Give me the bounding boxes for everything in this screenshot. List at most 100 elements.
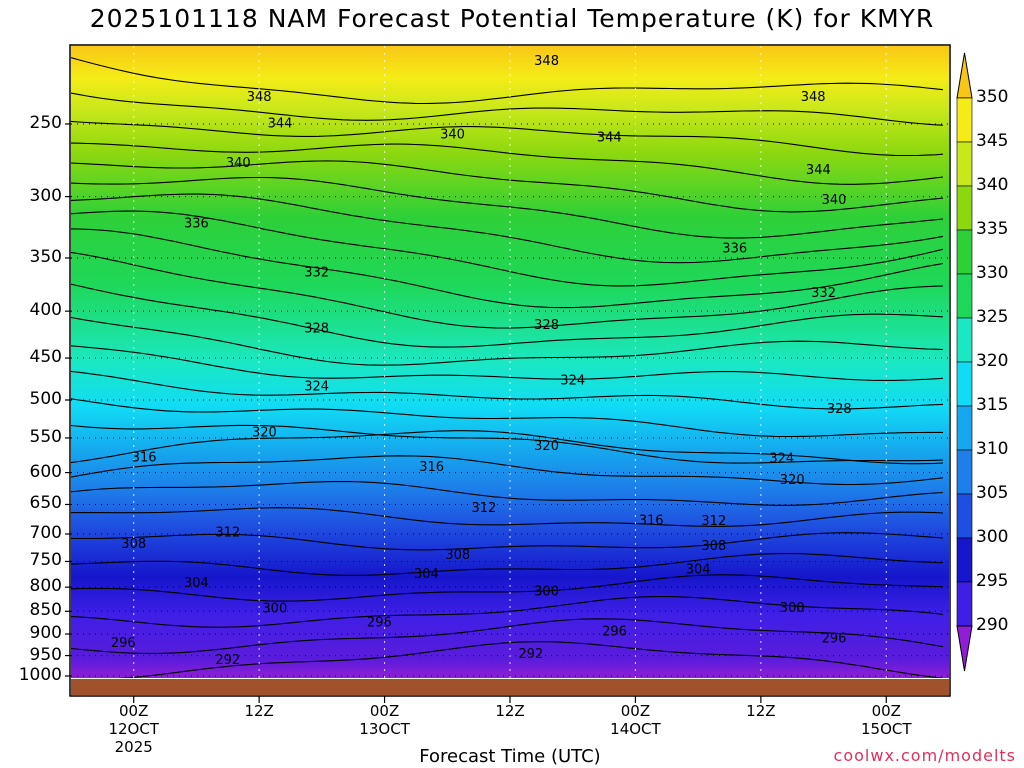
colorbar-segment xyxy=(956,405,973,451)
isentrope-line xyxy=(71,574,944,602)
contour-label: 332 xyxy=(811,286,836,301)
isentrope-line xyxy=(71,398,943,438)
colorbar xyxy=(956,52,973,672)
y-tick-label: 950 xyxy=(29,644,62,665)
contour-label: 332 xyxy=(304,265,329,280)
contour-label: 292 xyxy=(518,647,543,662)
x-tick-label: 00Z xyxy=(119,702,149,720)
contour-label: 300 xyxy=(534,585,559,600)
contour-label: 304 xyxy=(184,576,209,591)
contour-label: 328 xyxy=(304,322,329,337)
isentrope-line xyxy=(71,193,944,264)
x-tick-label: 14OCT xyxy=(610,720,661,738)
colorbar-label: 290 xyxy=(976,615,1009,635)
colorbar-label: 345 xyxy=(976,131,1009,151)
contour-label: 308 xyxy=(701,539,726,554)
contour-label: 304 xyxy=(414,567,439,582)
isentrope-line xyxy=(71,532,944,551)
contour-label: 344 xyxy=(597,131,622,146)
isentrope-lines xyxy=(71,57,944,678)
y-tick-label: 1000 xyxy=(18,665,62,685)
y-tick-label: 600 xyxy=(29,461,62,482)
colorbar-segment xyxy=(956,185,973,231)
contour-label: 348 xyxy=(247,90,272,105)
y-tick-label: 750 xyxy=(29,550,62,571)
x-tick-label: 12Z xyxy=(746,702,776,720)
colorbar-label: 350 xyxy=(976,87,1009,107)
x-tick-label: 00Z xyxy=(620,702,651,720)
contour-label: 312 xyxy=(215,526,240,541)
isentrope-line xyxy=(71,618,944,654)
colorbar-segment xyxy=(956,361,973,407)
contour-label: 292 xyxy=(215,653,240,668)
contour-label: 300 xyxy=(262,602,287,617)
isentrope-line xyxy=(71,430,944,465)
contour-label: 312 xyxy=(471,501,496,516)
isentrope-line xyxy=(71,316,944,366)
y-tick-label: 700 xyxy=(29,522,62,543)
colorbar-min-arrow xyxy=(956,625,973,672)
contour-label: 324 xyxy=(560,374,585,389)
x-tick-label: 13OCT xyxy=(359,720,410,738)
isentrope-line xyxy=(71,120,944,157)
contour-label: 344 xyxy=(806,163,831,178)
contour-label: 296 xyxy=(822,632,847,647)
colorbar-label: 295 xyxy=(976,571,1009,591)
isentrope-line xyxy=(71,57,944,105)
contour-labels: 348 348 348 344 344 344 340 340 340 336 336 332 332 3… xyxy=(111,54,852,668)
y-tick-label: 350 xyxy=(29,246,62,267)
colorbar-segment xyxy=(956,273,973,319)
y-tick-label: 500 xyxy=(29,389,62,409)
contour-label: 344 xyxy=(268,116,293,131)
y-tick-label: 800 xyxy=(29,576,62,597)
isentrope-line xyxy=(71,345,944,381)
isentrope-line xyxy=(71,283,944,348)
colorbar-label: 335 xyxy=(976,219,1009,239)
colorbar-label: 340 xyxy=(976,175,1009,195)
y-tick-label: 900 xyxy=(29,623,62,644)
colorbar-label: 300 xyxy=(976,527,1009,547)
colorbar-segment xyxy=(956,449,973,495)
colorbar-segment xyxy=(956,493,973,539)
isentrope-line xyxy=(71,507,944,527)
isentrope-line xyxy=(71,228,944,309)
x-tick-label: 12OCT xyxy=(108,720,159,738)
y-tick-label: 250 xyxy=(29,113,62,133)
contour-label: 348 xyxy=(801,90,826,105)
contour-label: 300 xyxy=(780,601,805,616)
colorbar-label: 330 xyxy=(976,263,1009,283)
x-tick-label: 12Z xyxy=(495,702,525,720)
contour-label: 340 xyxy=(440,127,465,142)
isentrope-line xyxy=(71,92,944,126)
contour-label: 308 xyxy=(445,548,470,563)
contour-label: 312 xyxy=(701,514,726,529)
contour-label: 320 xyxy=(534,439,559,454)
isentrope-line xyxy=(71,455,944,486)
contour-label: 340 xyxy=(226,156,251,171)
isentrope-line xyxy=(71,251,944,329)
colorbar-label: 320 xyxy=(976,351,1009,371)
colorbar-label: 325 xyxy=(976,307,1009,327)
isentrope-line xyxy=(71,595,944,628)
colorbar-label: 310 xyxy=(976,439,1009,459)
contour-label: 316 xyxy=(419,460,444,475)
ground-band xyxy=(71,679,949,695)
y-tick-label: 850 xyxy=(29,600,62,621)
y-tick-label: 400 xyxy=(29,300,62,321)
isentrope-line xyxy=(71,176,944,239)
credit-text: coolwx.com/modelts xyxy=(833,746,1016,765)
x-tick-label: 2025 xyxy=(114,738,153,756)
contour-label: 296 xyxy=(367,615,392,630)
isentrope-line xyxy=(71,480,944,506)
x-tick-label: 15OCT xyxy=(861,720,912,738)
isentrope-line xyxy=(71,142,944,185)
colorbar-segment xyxy=(956,141,973,187)
contour-label: 296 xyxy=(602,624,627,639)
colorbar-segment xyxy=(956,97,973,143)
contour-label: 324 xyxy=(304,379,329,394)
isentrope-line xyxy=(71,553,944,576)
x-tick-label: 00Z xyxy=(871,702,901,720)
contour-label: 304 xyxy=(686,562,711,577)
colorbar-label: 315 xyxy=(976,395,1009,415)
